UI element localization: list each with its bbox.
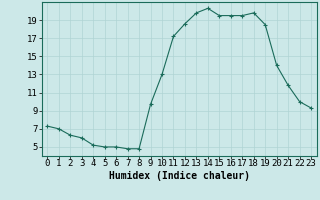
X-axis label: Humidex (Indice chaleur): Humidex (Indice chaleur) bbox=[109, 171, 250, 181]
